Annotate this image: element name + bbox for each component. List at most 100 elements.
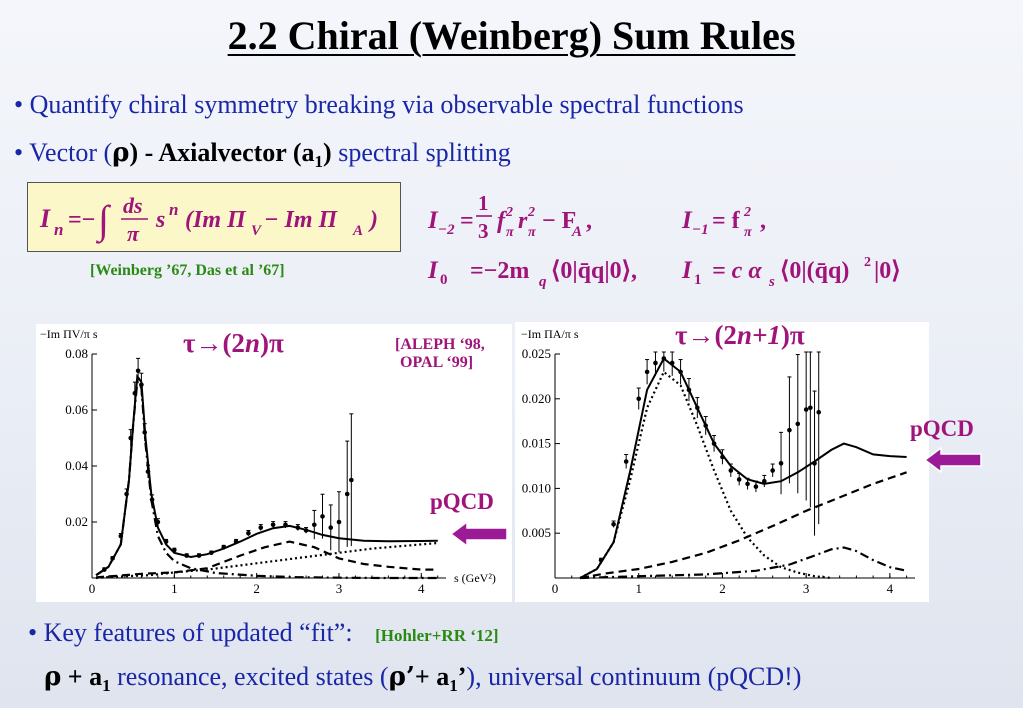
bullet-text-mid: ) - Axialvector	[129, 138, 293, 167]
data-point	[787, 427, 792, 433]
svg-text:=−2m: =−2m	[470, 258, 529, 284]
data-point	[128, 435, 133, 441]
svg-text:A: A	[352, 223, 363, 239]
x-tick-label: 0	[552, 581, 559, 596]
data-point	[142, 430, 147, 435]
svg-text:− F: − F	[542, 208, 576, 234]
data-point	[778, 461, 784, 466]
svg-text:A: A	[571, 224, 582, 240]
svg-text:0: 0	[440, 272, 448, 288]
series-line-dotted	[96, 541, 438, 580]
svg-text:s: s	[768, 274, 775, 290]
data-point	[283, 522, 288, 528]
svg-text:,: ,	[586, 208, 592, 234]
hohler-citation: [Hohler+RR ‘12]	[375, 626, 499, 645]
data-point	[695, 405, 700, 411]
bullet-marker: •	[14, 138, 24, 167]
data-point	[812, 461, 817, 466]
bullet-text-post: spectral splitting	[331, 138, 511, 167]
data-point	[745, 481, 750, 487]
sum-rule-formula: I n =− ∫ ds π s n (Im Π V − Im Π A )	[39, 193, 378, 246]
left-arrow-icon	[925, 447, 982, 473]
x-axis-label: s (GeV²)	[454, 571, 496, 585]
x-tick-label: 4	[887, 581, 894, 596]
x-tick-label: 4	[418, 581, 425, 596]
series-line-solid	[95, 373, 438, 577]
data-point	[653, 360, 658, 366]
data-point	[770, 468, 775, 473]
data-point	[118, 533, 124, 539]
data-point	[270, 522, 276, 528]
svg-text:π: π	[528, 225, 536, 240]
axial-channel-label: τ→(2n+1)π	[675, 320, 805, 350]
vector-channel-label: τ→(2n)π	[183, 328, 284, 358]
data-point	[795, 421, 801, 427]
svg-text:−2: −2	[438, 222, 455, 238]
y-tick-label: 0.06	[65, 402, 88, 417]
series-line-solid	[579, 356, 907, 579]
data-point	[598, 557, 604, 563]
data-point	[636, 396, 642, 402]
svg-text:=−: =−	[68, 207, 95, 233]
svg-text:⟨0|q̄q|0⟩,: ⟨0|q̄q|0⟩,	[551, 258, 637, 284]
data-point	[163, 539, 169, 544]
data-point	[221, 544, 227, 550]
svg-text:|0⟩: |0⟩	[874, 258, 901, 284]
series-line-dashdot	[95, 379, 438, 580]
series-line-dashdot	[580, 546, 907, 580]
data-point	[753, 484, 759, 489]
svg-text:2: 2	[505, 205, 513, 220]
data-point	[762, 478, 767, 484]
data-point	[611, 521, 616, 527]
y-tick-label: 0.020	[522, 391, 551, 406]
svg-text:−1: −1	[692, 222, 709, 238]
data-point	[149, 497, 155, 502]
data-point	[209, 550, 214, 556]
y-tick-label: 0.010	[522, 480, 551, 495]
data-point	[736, 477, 742, 482]
series-line-dashed	[96, 540, 438, 579]
data-point	[349, 477, 354, 483]
data-point	[184, 553, 189, 558]
axial-chart-panel: 0 1 2 3 4 0.005 0.010 0.015 0.020 0.025 −Im ΠA/π s	[515, 322, 929, 602]
x-tick-label: 3	[336, 581, 343, 596]
pqcd-label-right: pQCD	[910, 416, 974, 441]
data-point	[344, 491, 350, 497]
a1-symbol: a1	[89, 662, 111, 696]
series-line-dashed	[579, 471, 907, 580]
data-point	[145, 469, 151, 474]
svg-text:f: f	[497, 208, 507, 234]
y-tick-label: 0.08	[65, 346, 88, 361]
data-point	[102, 567, 107, 572]
rho-symbol: ρ	[44, 662, 62, 692]
data-point	[124, 491, 129, 497]
bullet-quantify: • Quantify chiral symmetry breaking via …	[14, 90, 744, 120]
svg-text:I: I	[681, 207, 693, 234]
data-point	[336, 519, 342, 525]
bullet-vector-axial: • Vector (ρ) - Axialvector (a1) spectral…	[14, 138, 511, 172]
a1-symbol: (a1)	[292, 138, 332, 172]
svg-text:π: π	[127, 221, 140, 246]
svg-text:= f: = f	[712, 208, 741, 234]
svg-text:I: I	[39, 204, 51, 233]
bullet-text: Quantify chiral symmetry breaking via ob…	[29, 90, 744, 119]
slide-title: 2.2 Chiral (Weinberg) Sum Rules	[227, 13, 796, 58]
bullet-key-features: • Key features of updated “fit”: [Hohler…	[28, 618, 499, 648]
rho-prime-symbol: ρ’	[388, 662, 415, 692]
y-tick-label: 0.005	[522, 525, 551, 540]
pqcd-label-left: pQCD	[430, 489, 494, 514]
svg-text:∫: ∫	[95, 197, 112, 244]
bullet-text: Key features of updated “fit”:	[43, 618, 353, 647]
bullet-marker: •	[28, 618, 38, 647]
y-axis-label: −Im ΠA/π s	[521, 327, 579, 341]
svg-text:s: s	[155, 207, 165, 233]
series-line-dotted	[579, 370, 832, 580]
svg-text:=: =	[460, 208, 474, 234]
data-point	[711, 441, 717, 446]
svg-text:1: 1	[478, 191, 489, 215]
vector-spectral-chart: 0 1 2 3 4 0.02 0.04 0.06 0.08 −Im ΠV/π s s (GeV²)	[40, 327, 496, 596]
data-point	[246, 530, 251, 536]
svg-text:2: 2	[743, 205, 751, 220]
bullet-marker: •	[14, 90, 24, 119]
data-point	[295, 525, 301, 530]
